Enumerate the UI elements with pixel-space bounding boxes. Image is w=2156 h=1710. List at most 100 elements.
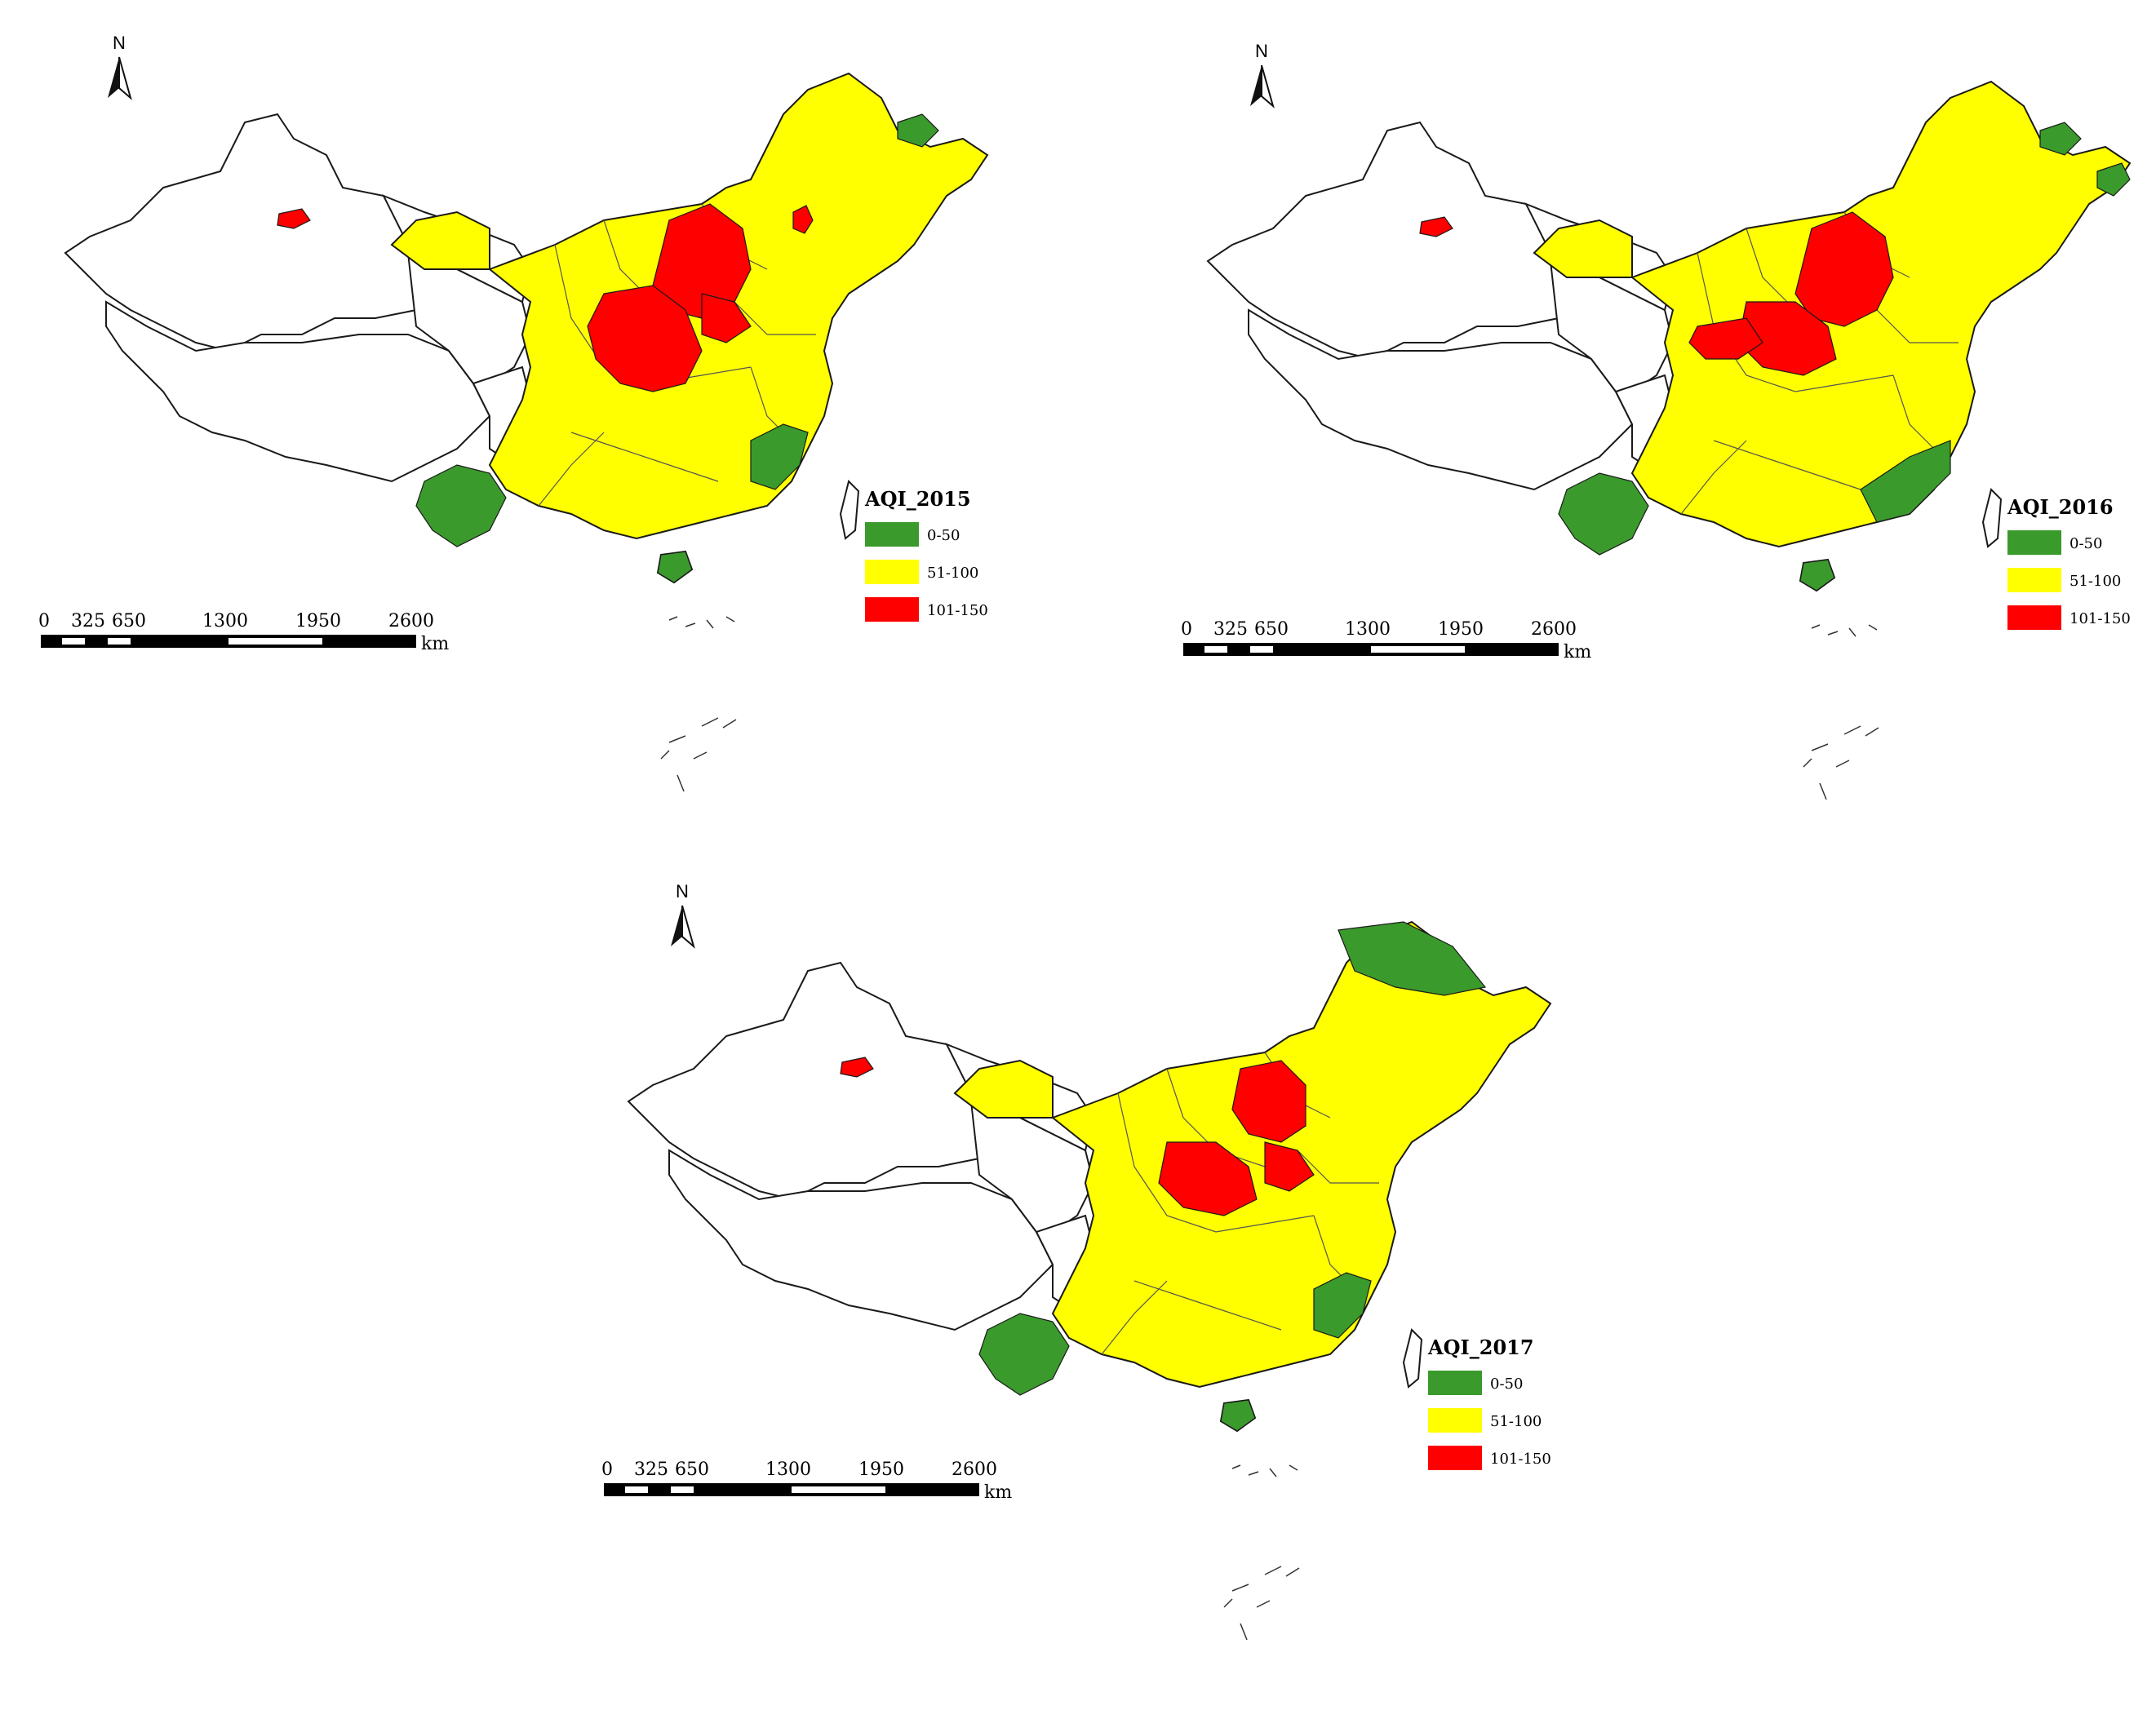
scale-bar: 0 325 650 1300 1950 2600 km bbox=[601, 1460, 1012, 1503]
aqi-0-50-regions bbox=[1558, 122, 2131, 591]
legend: AQI_2017 0-50 51-100 101-150 bbox=[1427, 1336, 1551, 1470]
legend-swatch-2 bbox=[865, 597, 919, 622]
china-map bbox=[1206, 80, 2132, 800]
region-green-fujian bbox=[1313, 1272, 1372, 1339]
legend: AQI_2015 0-50 51-100 101-150 bbox=[864, 487, 988, 622]
legend: AQI_2016 0-50 51-100 101-150 bbox=[2007, 495, 2131, 630]
scale-tick-4: 1950 bbox=[1438, 619, 1484, 640]
region-green-jilin-east bbox=[2096, 162, 2131, 197]
scale-tick-2: 650 bbox=[1254, 619, 1289, 640]
region-red-shanxi-central bbox=[1688, 317, 1763, 360]
scale-tick-4: 1950 bbox=[858, 1460, 904, 1480]
scale-tick-1: 325 bbox=[1213, 619, 1248, 640]
map-title: AQI_2017 bbox=[1427, 1336, 1534, 1359]
legend-swatch-2 bbox=[2007, 605, 2061, 630]
scale-tick-3: 1300 bbox=[202, 611, 248, 631]
region-xinjiang bbox=[1206, 121, 1568, 361]
legend-label-1: 51-100 bbox=[1490, 1413, 1542, 1430]
china-map bbox=[64, 72, 989, 792]
map-panel-2016: N AQI_2016 0-50 51-100 101-150 bbox=[1175, 33, 2154, 840]
legend-swatch-0 bbox=[865, 522, 919, 547]
region-green-fujian bbox=[750, 423, 809, 490]
scale-tick-1: 325 bbox=[634, 1460, 668, 1480]
legend-swatch-0 bbox=[1428, 1371, 1482, 1395]
legend-swatch-2 bbox=[1428, 1446, 1482, 1470]
region-green-yunnan bbox=[1558, 472, 1649, 556]
scale-bar: 0 325 650 1300 1950 2600 km bbox=[38, 611, 449, 654]
region-inner-mongolia-west bbox=[390, 210, 490, 270]
region-red-hebei bbox=[1231, 1060, 1306, 1143]
map-title: AQI_2016 bbox=[2007, 495, 2114, 519]
region-tibet bbox=[668, 1149, 1054, 1331]
map-title: AQI_2015 bbox=[864, 487, 971, 511]
north-arrow: N bbox=[108, 33, 132, 100]
region-red-shandong-west bbox=[701, 293, 752, 343]
scale-tick-0: 0 bbox=[601, 1460, 613, 1480]
region-green-yunnan bbox=[978, 1313, 1070, 1396]
south-china-sea-islands bbox=[1803, 624, 1879, 800]
region-green-hainan bbox=[1220, 1399, 1256, 1432]
north-arrow: N bbox=[671, 881, 695, 949]
map-panel-2017: N AQI_2017 0-50 51-100 101-150 bbox=[596, 873, 1575, 1681]
region-green-guangdong-fujian bbox=[1860, 440, 1951, 523]
region-green-hainan bbox=[657, 551, 693, 583]
map-panel-2015: N AQI_2015 0-50 51-100 101-150 bbox=[33, 24, 1012, 832]
scale-tick-4: 1950 bbox=[295, 611, 341, 631]
scale-unit: km bbox=[984, 1482, 1012, 1503]
south-china-sea-islands bbox=[1223, 1464, 1300, 1641]
region-green-heilongjiang-north bbox=[1338, 921, 1487, 996]
region-red-beijing-tianjin-hebei bbox=[1794, 211, 1894, 327]
region-red-xinjiang-urumqi bbox=[1419, 216, 1453, 237]
region-red-liaoning-shenyang bbox=[792, 205, 814, 234]
region-green-hainan bbox=[1799, 559, 1835, 591]
region-tibet bbox=[1248, 308, 1634, 491]
scale-unit: km bbox=[1564, 642, 1591, 662]
scale-tick-5: 2600 bbox=[952, 1460, 997, 1480]
region-taiwan bbox=[839, 480, 860, 540]
region-inner-mongolia-west bbox=[1533, 219, 1633, 278]
region-inner-mongolia-west bbox=[953, 1059, 1054, 1119]
legend-label-1: 51-100 bbox=[927, 565, 978, 582]
scale-unit: km bbox=[421, 634, 449, 654]
legend-swatch-0 bbox=[2007, 530, 2061, 555]
south-china-sea-islands bbox=[660, 616, 737, 792]
legend-swatch-1 bbox=[865, 560, 919, 584]
scale-tick-5: 2600 bbox=[1531, 619, 1577, 640]
scale-tick-3: 1300 bbox=[765, 1460, 811, 1480]
scale-tick-2: 650 bbox=[675, 1460, 709, 1480]
aqi-0-50-regions bbox=[415, 113, 939, 583]
legend-swatch-1 bbox=[2007, 568, 2061, 592]
aqi-101-150-regions bbox=[277, 203, 814, 392]
scale-tick-2: 650 bbox=[112, 611, 146, 631]
legend-label-2: 101-150 bbox=[1490, 1451, 1551, 1468]
legend-label-2: 101-150 bbox=[927, 602, 988, 619]
north-arrow: N bbox=[1250, 41, 1275, 109]
legend-swatch-1 bbox=[1428, 1408, 1482, 1433]
scale-tick-3: 1300 bbox=[1345, 619, 1391, 640]
region-tibet bbox=[105, 300, 491, 483]
scale-tick-0: 0 bbox=[38, 611, 50, 631]
legend-label-0: 0-50 bbox=[1490, 1376, 1523, 1393]
legend-label-2: 101-150 bbox=[2069, 610, 2131, 627]
north-label: N bbox=[113, 33, 126, 53]
china-map bbox=[627, 920, 1552, 1641]
region-green-heilongjiang-east bbox=[897, 113, 939, 148]
region-red-henan bbox=[587, 285, 703, 392]
aqi-101-150-regions bbox=[840, 1057, 1315, 1216]
legend-label-1: 51-100 bbox=[2069, 573, 2121, 590]
aqi-101-150-regions bbox=[1419, 211, 1894, 376]
legend-label-0: 0-50 bbox=[2069, 535, 2102, 552]
region-green-heilongjiang-east bbox=[2039, 122, 2082, 156]
scale-bar: 0 325 650 1300 1950 2600 km bbox=[1181, 619, 1591, 662]
region-taiwan bbox=[1402, 1328, 1423, 1389]
region-xinjiang bbox=[627, 961, 989, 1201]
scale-tick-5: 2600 bbox=[388, 611, 434, 631]
north-label: N bbox=[1255, 41, 1268, 61]
scale-tick-1: 325 bbox=[71, 611, 105, 631]
region-red-xinjiang-urumqi bbox=[277, 208, 311, 229]
aqi-0-50-regions bbox=[978, 921, 1487, 1432]
region-green-yunnan bbox=[415, 464, 507, 547]
region-xinjiang bbox=[64, 113, 426, 352]
region-red-henan-north bbox=[1158, 1141, 1258, 1216]
region-taiwan bbox=[1981, 488, 2003, 548]
